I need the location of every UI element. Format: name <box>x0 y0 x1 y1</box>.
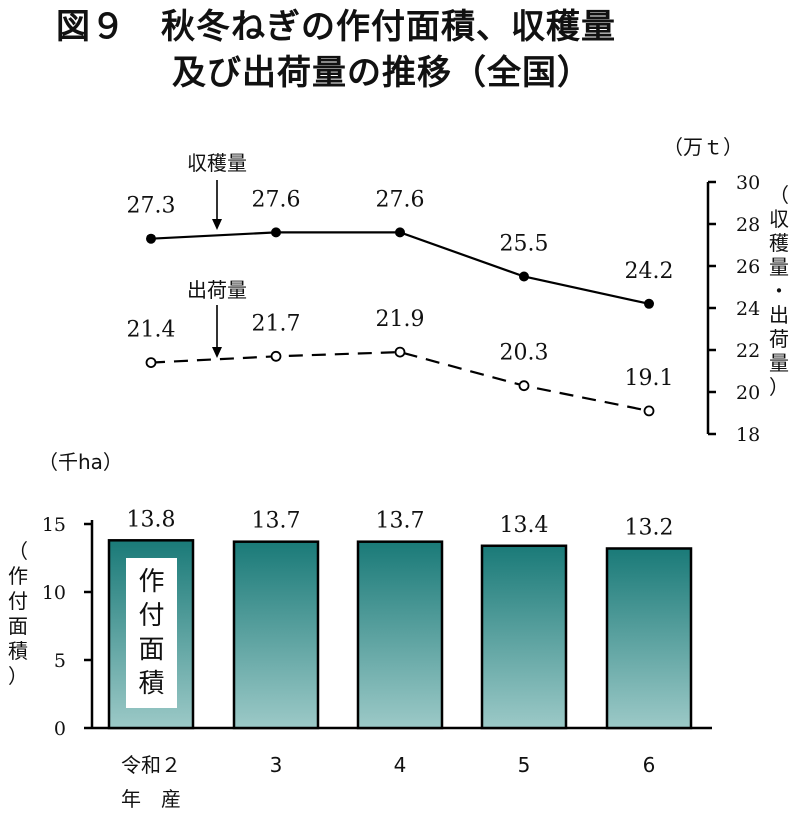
line-y-tick-label: 24 <box>736 298 760 320</box>
line-data-label: 19.1 <box>625 366 674 391</box>
line-y-tick-label: 30 <box>736 172 760 194</box>
bar-series-label-box <box>126 558 177 708</box>
line-y-tick-label: 20 <box>736 382 760 404</box>
bars-group: 13.8 13.7 13.7 13.4 13.2 <box>107 507 693 730</box>
line-point-harvest <box>271 227 281 238</box>
line-point-shipment <box>643 405 655 417</box>
bar-value-label: 13.4 <box>500 513 549 538</box>
title-line-2: 及び出荷量の推移（全国） <box>172 53 592 93</box>
bar-x-tick-label: 令和２ <box>121 753 181 777</box>
line-y-axis: 18 20 22 24 26 28 30 <box>706 172 760 446</box>
bar-y-label-char: 付 <box>8 589 28 613</box>
bar-y-axis-label: （作付面積） <box>8 539 28 688</box>
line-y-label-char: 収 <box>769 207 789 231</box>
line-y-tick-label: 28 <box>736 214 760 236</box>
line-data-label: 27.6 <box>376 187 425 212</box>
line-point-shipment <box>394 346 406 358</box>
chart-title: 図９ 秋冬ねぎの作付面積、収穫量 及び出荷量の推移（全国） <box>56 4 616 96</box>
bar-value-label: 13.2 <box>625 515 674 540</box>
annotation-arrow-head <box>212 347 222 358</box>
line-data-label: 21.9 <box>376 307 425 332</box>
line-series-shipment <box>150 350 650 412</box>
bar-value-label: 13.7 <box>252 509 301 534</box>
line-point-harvest <box>519 271 529 282</box>
line-series-name: 出荷量 <box>187 278 247 302</box>
line-series-group: 27.3 27.6 27.6 25.5 24.2 21.4 21.7 21.9 20.3 19.1 <box>127 187 674 417</box>
bar-y-label-char: （ <box>8 539 28 563</box>
line-y-label-char: 荷 <box>769 327 789 351</box>
bar <box>356 540 444 730</box>
bar-x-tick-label: 3 <box>270 753 283 777</box>
bar-series-label-char: 付 <box>138 601 164 631</box>
line-data-label: 27.3 <box>127 194 176 219</box>
line-point-shipment <box>270 350 282 362</box>
bar <box>232 540 320 730</box>
bar-series-label-char: 積 <box>138 669 164 699</box>
line-series-name: 収穫量 <box>187 151 247 175</box>
line-point-harvest <box>395 227 405 238</box>
line-y-label-char: ・ <box>769 279 789 303</box>
bar-x-axis: 令和２ 3 4 5 6 年 産 <box>121 753 655 811</box>
bar-y-label-char: ） <box>8 664 28 688</box>
line-data-label: 21.4 <box>127 318 176 343</box>
bar <box>480 544 568 730</box>
bar-y-label-char: 面 <box>8 614 28 638</box>
bar <box>605 547 693 730</box>
line-point-harvest <box>146 233 156 244</box>
bar-series-label: 作付面積 <box>126 558 177 708</box>
line-y-tick-label: 22 <box>736 340 760 362</box>
bar-series-label-char: 面 <box>138 635 164 665</box>
bar-y-tick-label: 15 <box>42 514 66 536</box>
line-y-label-char: ） <box>769 375 789 399</box>
line-y-label-char: 穫 <box>769 231 789 255</box>
line-point-shipment <box>145 357 157 369</box>
line-data-label: 25.5 <box>500 232 549 257</box>
line-y-label-char: 出 <box>769 303 789 327</box>
bar-y-tick-label: 0 <box>54 718 66 740</box>
line-y-axis-label: （収穫量・出荷量） <box>769 183 789 399</box>
bar-y-label-char: 積 <box>8 639 28 663</box>
bar-series-label-char: 作 <box>138 567 164 597</box>
title-line-1: 図９ 秋冬ねぎの作付面積、収穫量 <box>56 7 616 47</box>
bar-y-unit: （千ha） <box>38 450 123 474</box>
line-data-label: 21.7 <box>252 311 301 336</box>
bar-y-tick-label: 10 <box>42 582 66 604</box>
line-data-label: 27.6 <box>252 187 301 212</box>
bar-y-tick-label: 5 <box>54 650 66 672</box>
annotation-arrow-head <box>212 219 222 230</box>
bar-value-label: 13.8 <box>127 507 176 532</box>
bar-y-label-char: 作 <box>8 564 28 588</box>
bar-x-tick-label: 6 <box>643 753 656 777</box>
line-data-label: 20.3 <box>500 341 549 366</box>
line-point-shipment <box>518 380 530 392</box>
line-y-label-char: 量 <box>769 255 789 279</box>
bar-x-axis-sublabel: 年 産 <box>121 787 181 811</box>
line-y-unit: （万ｔ） <box>663 135 743 159</box>
line-y-tick-label: 18 <box>736 424 760 446</box>
line-y-tick-label: 26 <box>736 256 760 278</box>
bar-value-label: 13.7 <box>376 509 425 534</box>
bar-x-tick-label: 4 <box>394 753 407 777</box>
line-data-label: 24.2 <box>625 259 674 284</box>
line-point-harvest <box>644 298 654 309</box>
line-y-label-char: （ <box>769 183 789 207</box>
bar-x-tick-label: 5 <box>518 753 531 777</box>
line-y-label-char: 量 <box>769 351 789 375</box>
